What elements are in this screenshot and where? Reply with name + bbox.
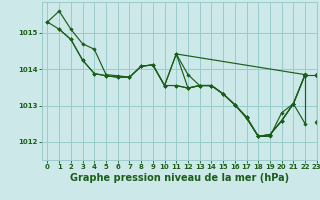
- X-axis label: Graphe pression niveau de la mer (hPa): Graphe pression niveau de la mer (hPa): [70, 173, 289, 183]
